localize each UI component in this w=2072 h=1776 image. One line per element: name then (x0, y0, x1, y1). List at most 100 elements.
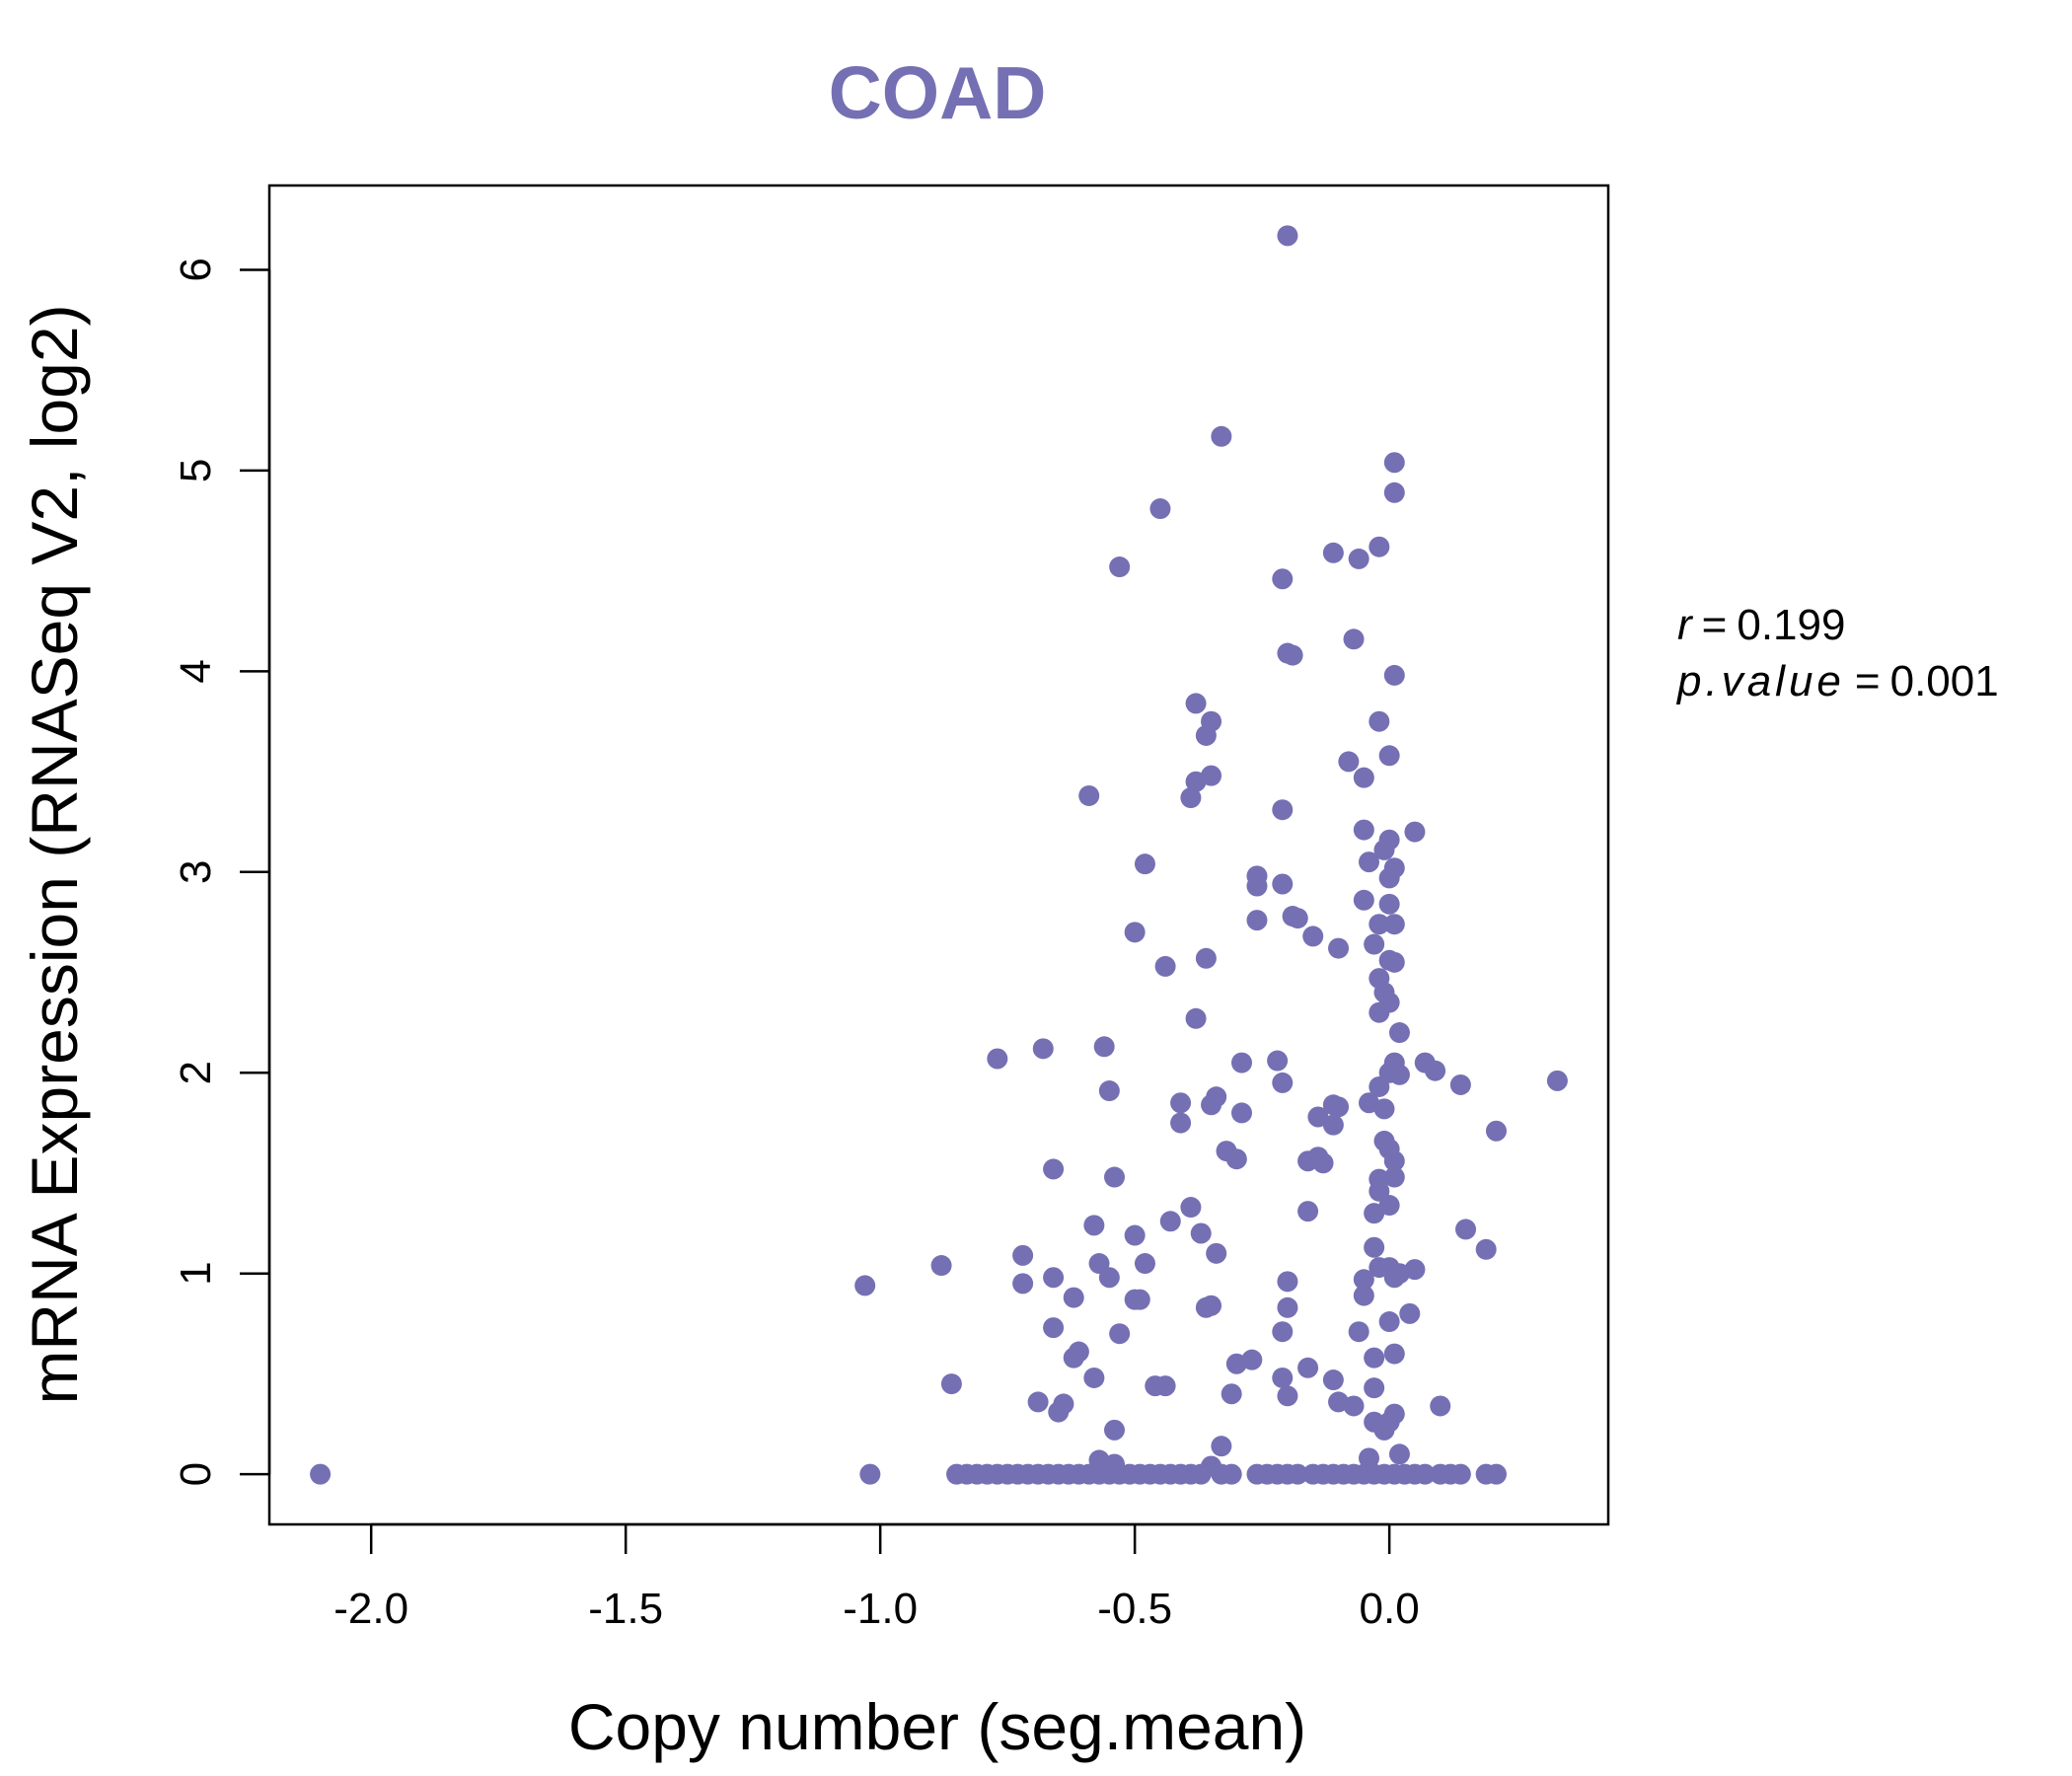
r-stat-line: r = 0.199 (1677, 601, 1845, 649)
data-point (1170, 1092, 1192, 1114)
data-point (1430, 1395, 1451, 1417)
r-equals: = (1702, 601, 1728, 649)
data-point (1399, 1302, 1421, 1324)
data-point (1012, 1273, 1034, 1295)
data-point (1272, 873, 1294, 895)
data-point (1190, 1463, 1212, 1485)
data-point (1383, 664, 1405, 686)
y-tick-label: 6 (172, 258, 220, 281)
data-point (1287, 1463, 1308, 1485)
data-point (1043, 1267, 1065, 1289)
data-point (1149, 498, 1171, 520)
data-point (1272, 1072, 1294, 1093)
data-point (1369, 1001, 1390, 1023)
data-point (1475, 1238, 1497, 1260)
data-point (1083, 1215, 1105, 1236)
p-equals: = (1855, 657, 1881, 705)
data-point (1546, 1070, 1568, 1091)
data-point (1180, 1197, 1202, 1219)
data-point (1383, 452, 1405, 474)
x-tick-label: -2.0 (333, 1585, 408, 1633)
data-point (1012, 1244, 1034, 1266)
data-point (1358, 851, 1379, 873)
data-point (1272, 1367, 1294, 1388)
data-point (987, 1048, 1008, 1070)
data-point (1063, 1287, 1084, 1308)
data-point (1201, 765, 1222, 786)
data-point (1353, 1285, 1374, 1306)
data-point (1364, 1347, 1385, 1369)
x-tick-label: 0.0 (1360, 1585, 1420, 1633)
data-point (1124, 922, 1146, 943)
data-point (1043, 1317, 1065, 1339)
data-point (1485, 1120, 1507, 1142)
x-tick-label: -0.5 (1097, 1585, 1172, 1633)
data-point (1267, 1050, 1289, 1072)
data-point (1134, 853, 1155, 875)
data-point (1322, 1114, 1344, 1136)
x-axis-label: Copy number (seg.mean) (568, 1690, 1306, 1763)
x-axis: -2.0 -1.5 -1.0 -0.5 0.0 (333, 1522, 1420, 1633)
data-point (1388, 1064, 1410, 1085)
data-point (1272, 1321, 1294, 1343)
y-tick-label: 5 (172, 459, 220, 482)
data-point (1043, 1158, 1065, 1180)
data-point (1369, 536, 1390, 557)
data-point (1206, 1242, 1227, 1264)
data-point (1383, 1166, 1405, 1188)
p-label: p.value (1675, 657, 1845, 705)
data-point (1455, 1219, 1477, 1240)
data-point (1369, 1075, 1390, 1097)
data-point (1231, 1052, 1253, 1073)
data-point (1221, 1463, 1242, 1485)
x-tick-label: -1.0 (843, 1585, 918, 1633)
data-point (1185, 693, 1207, 714)
data-point (310, 1463, 332, 1485)
data-point (1388, 1022, 1410, 1044)
data-points (310, 225, 1568, 1485)
data-point (1297, 1201, 1319, 1222)
data-point (1383, 1343, 1405, 1365)
data-point (1170, 1112, 1192, 1134)
data-point (1083, 1367, 1105, 1388)
data-point (1185, 1007, 1207, 1029)
data-point (1201, 1295, 1222, 1316)
data-point (1277, 225, 1298, 247)
data-point (1246, 875, 1268, 897)
data-point (1104, 1419, 1126, 1441)
data-point (1068, 1341, 1089, 1363)
data-point (1425, 1060, 1446, 1081)
data-point (1282, 644, 1303, 666)
data-point (1201, 1094, 1222, 1116)
data-point (1343, 629, 1365, 650)
data-point (1211, 1436, 1232, 1457)
data-point (854, 1275, 876, 1296)
data-point (1378, 1311, 1400, 1333)
data-point (1027, 1391, 1049, 1413)
data-point (1104, 1166, 1126, 1188)
x-tick-label: -1.5 (588, 1585, 663, 1633)
data-point (1093, 1036, 1115, 1058)
data-point (1180, 787, 1202, 809)
p-stat-line: p.value = 0.001 (1675, 657, 1999, 705)
data-point (1404, 1259, 1426, 1281)
data-point (1369, 710, 1390, 732)
data-point (1109, 556, 1131, 578)
data-point (1277, 1385, 1298, 1407)
data-point (1343, 1395, 1365, 1417)
data-point (1404, 821, 1426, 843)
data-point (1159, 1211, 1181, 1232)
data-point (1053, 1393, 1074, 1415)
data-point (1201, 710, 1222, 732)
data-point (1378, 829, 1400, 851)
data-point (1378, 745, 1400, 767)
data-point (1378, 1195, 1400, 1217)
data-point (1373, 1098, 1395, 1120)
data-point (1353, 889, 1374, 911)
data-point (1322, 542, 1344, 563)
data-point (1364, 933, 1385, 955)
y-axis-label: mRNA Expression (RNASeq V2, log2) (18, 304, 91, 1404)
data-point (1124, 1224, 1146, 1246)
